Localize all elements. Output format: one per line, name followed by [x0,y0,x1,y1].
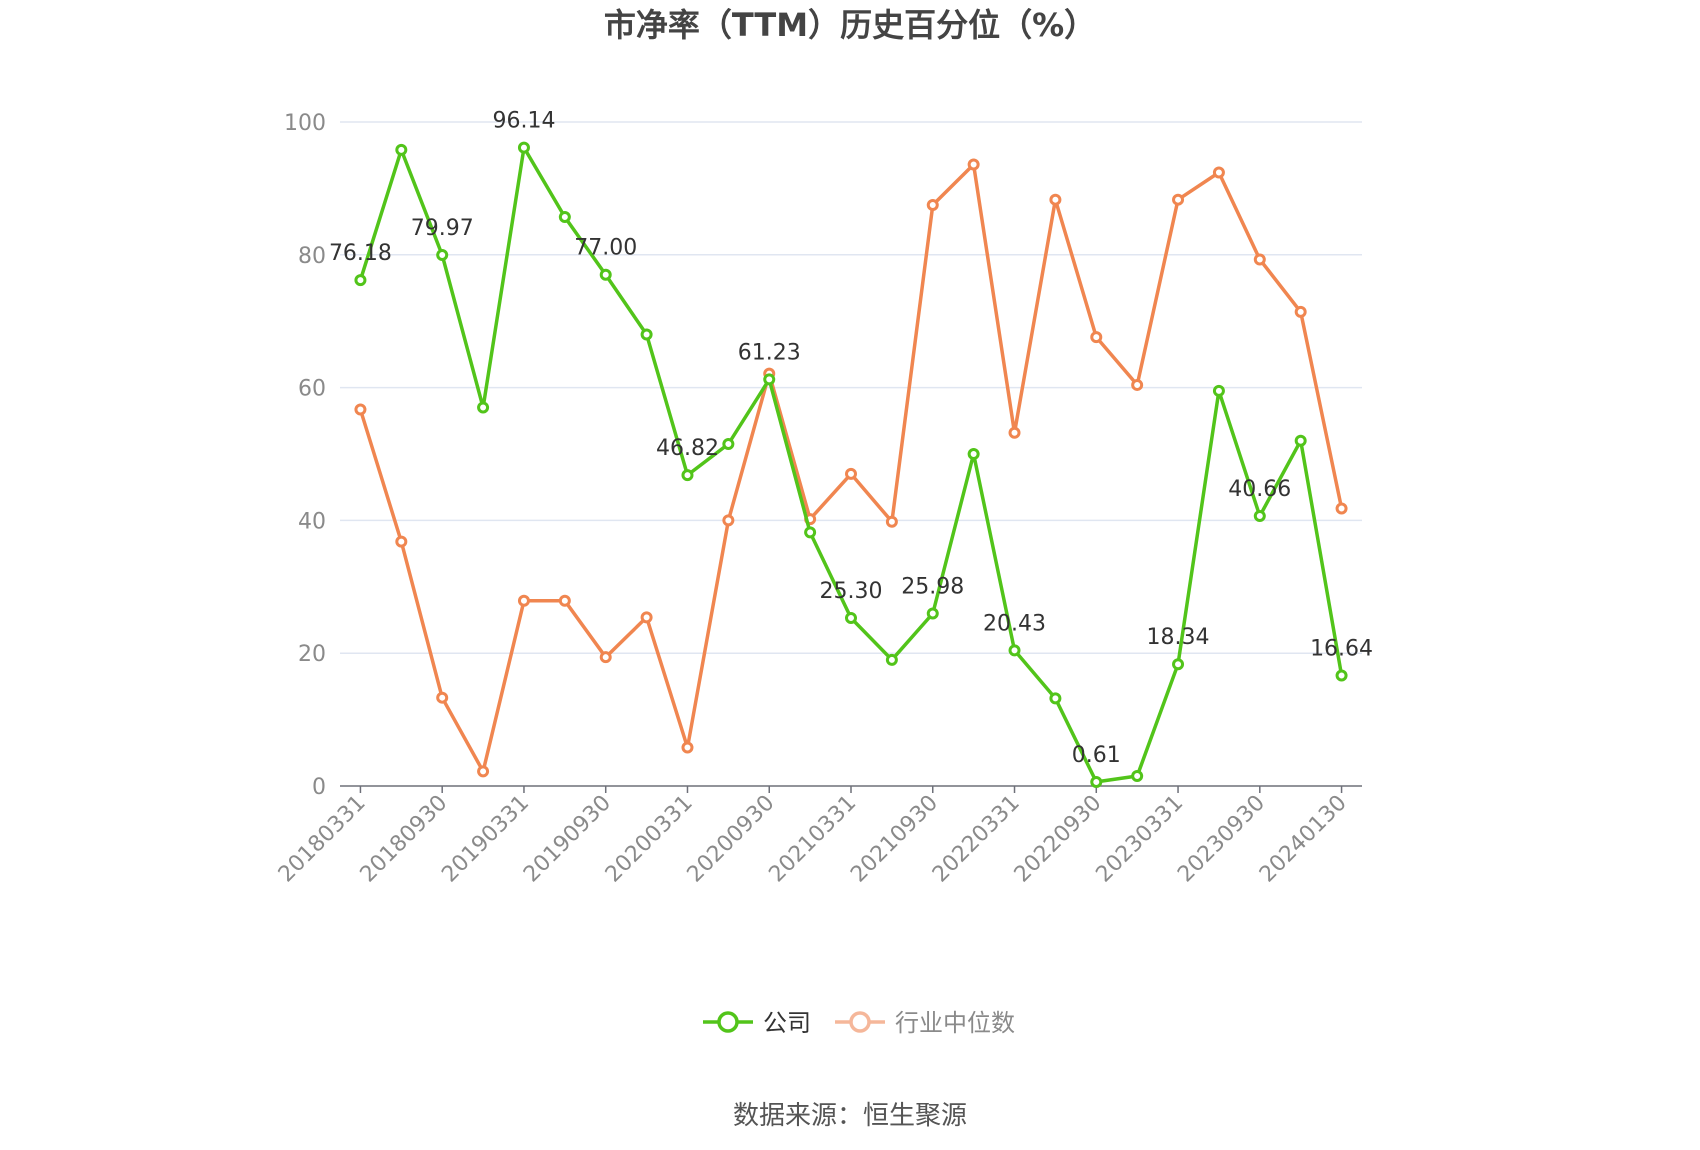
data-point[interactable] [885,653,898,666]
data-point[interactable] [436,248,449,261]
data-point[interactable] [1253,510,1266,523]
data-point[interactable] [681,741,694,754]
legend: 公司 行业中位数 [703,1009,1015,1037]
data-point[interactable] [845,467,857,480]
data-label: 0.61 [1072,743,1121,768]
chart-title: 市净率（TTM）历史百分位（%） [604,6,1096,44]
data-point[interactable] [517,141,530,154]
data-label: 25.30 [820,579,883,604]
data-label: 79.97 [411,216,474,241]
legend-item-1[interactable]: 行业中位数 [835,1009,1015,1037]
data-point[interactable] [967,158,980,171]
legend-marker [849,1011,871,1033]
data-point[interactable] [436,691,449,704]
data-point[interactable] [1131,770,1144,783]
data-label: 46.82 [656,436,719,461]
x-tick-label: 20220331 [928,791,1025,888]
x-tick-label: 20230331 [1091,791,1188,888]
data-point[interactable] [1090,775,1103,788]
data-point[interactable] [1212,166,1225,179]
data-point[interactable] [722,438,735,451]
data-point[interactable] [1049,692,1062,705]
data-point[interactable] [517,594,530,607]
data-point[interactable] [395,143,408,156]
data-label: 77.00 [574,236,637,261]
data-label: 16.64 [1310,637,1373,662]
source-note: 数据来源：恒生聚源 [733,1101,967,1131]
x-tick-label: 20220930 [1010,791,1107,888]
legend-marker [717,1011,739,1033]
data-point[interactable] [763,373,776,386]
data-point[interactable] [558,210,571,223]
data-point[interactable] [1049,193,1062,206]
series-line [358,145,1344,784]
data-point[interactable] [1294,434,1307,447]
data-label: 20.43 [983,611,1046,636]
data-point[interactable] [1212,384,1225,397]
legend-label: 行业中位数 [895,1009,1015,1037]
data-point[interactable] [845,612,857,625]
data-point[interactable] [354,403,367,416]
data-point[interactable] [967,448,980,460]
x-tick-label: 20190331 [437,791,534,888]
data-label: 18.34 [1147,625,1210,650]
data-point[interactable] [1294,305,1307,318]
data-point[interactable] [1008,426,1021,439]
data-point[interactable] [354,274,367,287]
data-point[interactable] [395,535,408,548]
y-tick-label: 100 [284,111,326,136]
data-point[interactable] [1253,253,1266,266]
x-tick-label: 20200331 [601,791,698,888]
data-point[interactable] [1172,658,1185,671]
data-point[interactable] [681,469,694,482]
legend-label: 公司 [763,1009,811,1037]
data-label: 25.98 [901,574,964,599]
legend-item-0[interactable]: 公司 [703,1009,811,1037]
y-tick-label: 80 [298,244,326,269]
x-tick-label: 20190930 [519,791,616,888]
series-1 [354,158,1348,778]
y-axis-ticks: 0 20 40 60 80 100 [284,111,326,800]
x-tick-label: 20180331 [274,791,371,888]
x-tick-label: 20180930 [356,791,453,888]
y-tick-label: 0 [312,775,326,800]
x-tick-label: 20210930 [846,791,943,888]
data-point[interactable] [1008,644,1021,657]
data-point[interactable] [1172,193,1185,206]
data-point[interactable] [640,611,653,624]
x-tick-label: 20210331 [764,791,861,888]
x-tick-label: 20200930 [683,791,780,888]
data-point[interactable] [1131,378,1144,391]
data-point[interactable] [1335,669,1348,682]
series-0 [354,141,1348,788]
data-point[interactable] [558,594,571,607]
series [354,141,1348,788]
x-tick-label: 20240130 [1255,791,1352,888]
data-point[interactable] [477,401,490,414]
data-point[interactable] [926,607,939,620]
x-axis: 2018033120180930201903312019093020200331… [274,785,1362,888]
data-label: 76.18 [329,241,392,266]
data-label: 61.23 [738,340,801,365]
data-point[interactable] [1335,502,1348,515]
data-point[interactable] [926,199,939,211]
y-tick-label: 20 [298,642,326,667]
gridlines [340,121,1362,654]
data-label: 40.66 [1228,477,1291,502]
data-point[interactable] [722,514,735,527]
y-tick-label: 60 [298,377,326,402]
data-labels: 76.18 79.97 96.14 77.00 46.82 61.23 25.30 25.98… [329,109,1373,768]
data-point[interactable] [599,268,612,281]
data-point[interactable] [640,328,653,341]
data-point[interactable] [885,515,898,528]
data-label: 96.14 [492,109,555,134]
y-tick-label: 40 [298,509,326,534]
x-tick-label: 20230930 [1173,791,1270,888]
data-point[interactable] [477,765,490,778]
data-point[interactable] [599,651,612,664]
data-point[interactable] [804,526,817,539]
data-point[interactable] [1090,331,1103,344]
